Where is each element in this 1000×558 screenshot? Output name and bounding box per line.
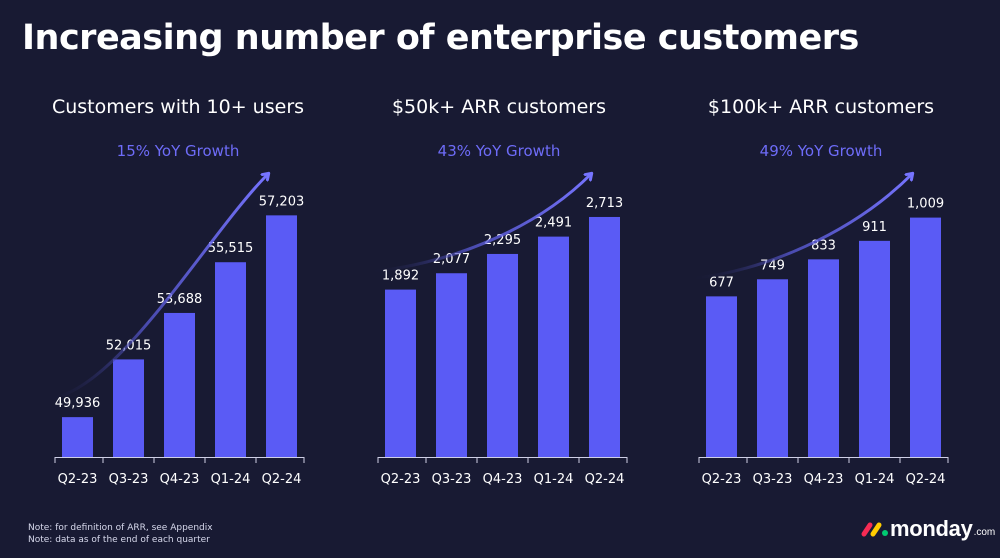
x-tick-label: Q2‑23 bbox=[58, 472, 98, 487]
bar-value-label: 49,936 bbox=[55, 396, 101, 411]
x-tick-label: Q2‑23 bbox=[381, 472, 421, 487]
bar-value-label: 57,203 bbox=[259, 194, 305, 209]
x-tick-label: Q2‑24 bbox=[262, 472, 302, 487]
bar-value-label: 2,295 bbox=[484, 233, 521, 248]
bar bbox=[385, 289, 416, 457]
x-tick-label: Q4‑23 bbox=[160, 472, 200, 487]
growth-label: 49% YoY Growth bbox=[760, 142, 883, 160]
bar bbox=[487, 253, 518, 457]
x-tick-label: Q2‑24 bbox=[906, 472, 946, 487]
x-tick-label: Q4‑23 bbox=[483, 472, 523, 487]
bar bbox=[113, 359, 144, 457]
bar bbox=[62, 417, 93, 457]
page-title: Increasing number of enterprise customer… bbox=[22, 18, 859, 58]
footnote-arr: Note: for definition of ARR, see Appendi… bbox=[28, 523, 213, 533]
x-tick-label: Q2‑24 bbox=[585, 472, 625, 487]
footnote-data: Note: data as of the end of each quarter bbox=[28, 535, 210, 545]
x-tick-label: Q3‑23 bbox=[753, 472, 793, 487]
x-tick-label: Q2‑23 bbox=[702, 472, 742, 487]
bar bbox=[706, 296, 737, 457]
bar-value-label: 677 bbox=[709, 275, 734, 290]
chart-title: $100k+ ARR customers bbox=[708, 96, 934, 118]
bar-value-label: 1,009 bbox=[907, 197, 944, 212]
bar bbox=[164, 312, 195, 457]
x-tick-label: Q3‑23 bbox=[432, 472, 472, 487]
bar bbox=[436, 273, 467, 457]
trend-arrow bbox=[368, 174, 591, 274]
chart-title: $50k+ ARR customers bbox=[392, 96, 606, 118]
bar bbox=[859, 240, 890, 457]
bar bbox=[910, 217, 941, 457]
bar-value-label: 911 bbox=[862, 220, 887, 235]
x-tick-label: Q1‑24 bbox=[534, 472, 574, 487]
bar bbox=[538, 236, 569, 457]
bar-value-label: 2,077 bbox=[433, 252, 470, 267]
bar-value-label: 2,491 bbox=[535, 216, 572, 231]
bar-value-label: 2,713 bbox=[586, 196, 623, 211]
monday-logo-suffix: .com bbox=[973, 527, 996, 538]
footnotes: Note: for definition of ARR, see Appendi… bbox=[28, 522, 213, 546]
bar-value-label: 53,688 bbox=[157, 292, 203, 307]
x-tick-label: Q1‑24 bbox=[211, 472, 251, 487]
growth-label: 15% YoY Growth bbox=[117, 142, 240, 160]
x-tick-label: Q1‑24 bbox=[855, 472, 895, 487]
trend-arrow bbox=[45, 174, 268, 401]
growth-label: 43% YoY Growth bbox=[438, 142, 561, 160]
bar bbox=[266, 215, 297, 457]
monday-logo-word: monday bbox=[890, 516, 973, 541]
bar bbox=[589, 216, 620, 457]
bar bbox=[757, 279, 788, 457]
bar bbox=[215, 262, 246, 457]
monday-logo-icon bbox=[861, 522, 888, 537]
chart-title: Customers with 10+ users bbox=[52, 96, 304, 118]
bar bbox=[808, 259, 839, 457]
monday-logo: monday .com bbox=[860, 516, 995, 542]
bar-value-label: 1,892 bbox=[382, 269, 419, 284]
trend-arrow bbox=[689, 174, 912, 280]
x-tick-label: Q3‑23 bbox=[109, 472, 149, 487]
bar-value-label: 55,515 bbox=[208, 241, 254, 256]
x-tick-label: Q4‑23 bbox=[804, 472, 844, 487]
